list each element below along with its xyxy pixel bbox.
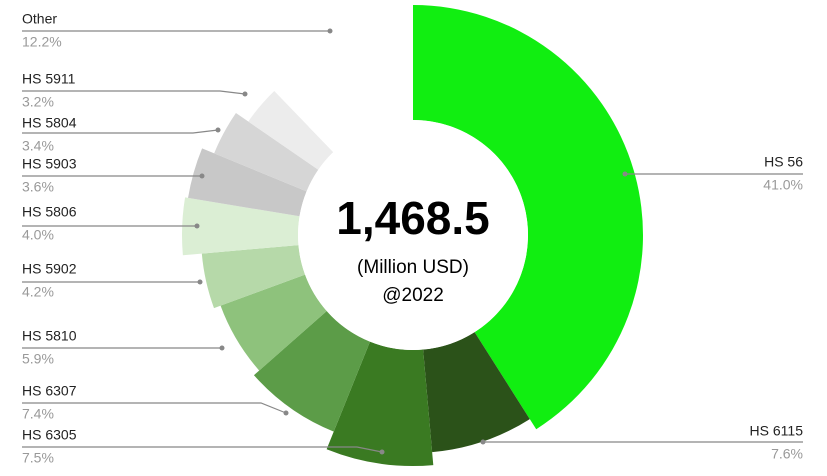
leader-dot [199,173,205,179]
slice-percent: 3.6% [22,179,54,195]
slice-label: Other [22,11,57,27]
leader-dot [215,127,221,133]
slice-percent: 3.4% [22,138,54,154]
pie-slice [308,85,413,153]
slice-label: HS 5903 [22,156,77,172]
slice-percent: 41.0% [763,177,803,193]
pie-slice [214,113,319,192]
slice-percent: 3.2% [22,94,54,110]
pie-slice [423,332,530,453]
slice-label: HS 5902 [22,261,77,277]
leader-dot [242,91,248,97]
center-total: 1,468.5 [336,192,489,244]
slice-label: HS 6307 [22,383,77,399]
slice-label: HS 5806 [22,204,77,220]
center-unit: (Million USD) [357,257,469,278]
slice-percent: 7.4% [22,406,54,422]
pie-slice [326,341,434,467]
leader-dot [219,345,225,351]
slice-percent: 12.2% [22,34,62,50]
slice-percent: 5.9% [22,351,54,367]
pie-slice [220,274,327,371]
slice-percent: 4.0% [22,227,54,243]
leader-dot [379,449,385,455]
leader-dot [194,223,200,229]
leader-dot [480,439,486,445]
slice-percent: 4.2% [22,284,54,300]
pie-slice [188,148,307,217]
pie-slice [413,5,643,430]
pie-slice [253,311,370,432]
center-year: @2022 [382,285,444,306]
slice-label: HS 5911 [22,71,76,87]
leader-dot [327,28,333,34]
center-hole [298,120,528,350]
slice-label: HS 6115 [750,423,804,439]
leader-line [22,446,383,453]
slice-percent: 7.5% [22,450,54,466]
slice-label: HS 6305 [22,427,77,443]
pie-slice [201,245,306,309]
slice-percent: 7.6% [771,446,803,462]
slice-label: HS 5804 [22,115,77,131]
leader-line [22,90,246,95]
leader-line [22,129,219,134]
leader-dot [197,279,203,285]
pie-slice [248,90,334,170]
slice-label: HS 5810 [22,328,77,344]
leader-dot [622,171,628,177]
pie-slice [182,197,300,256]
slice-label: HS 56 [764,154,803,170]
leader-line [22,402,287,414]
leader-dot [283,410,289,416]
